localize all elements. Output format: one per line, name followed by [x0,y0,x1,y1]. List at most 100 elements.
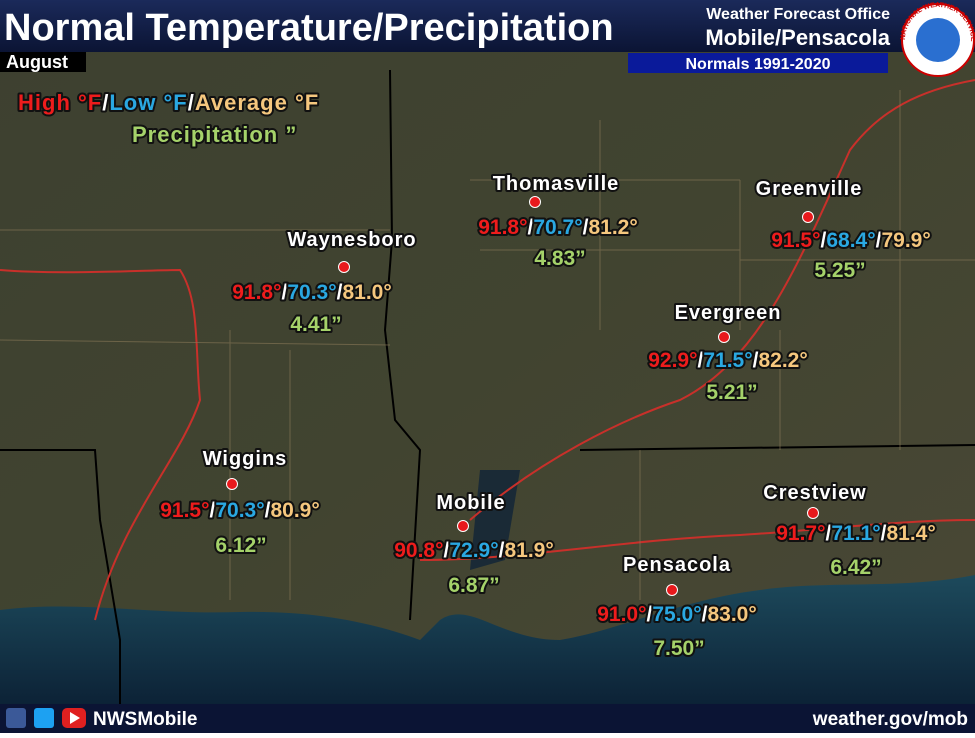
station-name: Crestview [763,482,867,504]
month: August [6,52,68,72]
station-name: Mobile [436,492,505,514]
station-temps: 91.5°/70.3°/80.9° [160,499,320,522]
separator: / [647,603,653,626]
average: 82.2° [758,349,807,372]
separator: / [702,603,708,626]
highways [0,79,975,621]
separator: / [876,229,882,252]
high: 91.8° [478,216,527,239]
precipitation: 7.50” [653,637,704,660]
precipitation: 5.25” [814,259,865,282]
station-temps: 90.8°/72.9°/81.9° [394,539,554,562]
logo-inner [916,18,960,62]
station-temps: 91.8°/70.7°/81.2° [478,216,638,239]
low: 71.5° [703,349,752,372]
separator: / [265,499,271,522]
precipitation: 5.21” [706,381,757,404]
header-bar [0,0,975,52]
social-handle: NWSMobile [93,709,198,730]
facebook-icon[interactable] [6,708,26,728]
footer-url: weather.gov/mob [812,709,968,730]
low: 75.0° [652,603,701,626]
station-dot [226,478,238,490]
station-dot [457,520,469,532]
office-line1: Weather Forecast Office [706,6,890,23]
low: 70.7° [533,216,582,239]
high: 91.8° [232,281,281,304]
station-temps: 91.0°/75.0°/83.0° [597,603,757,626]
legend-precip: Precipitation ” [132,122,297,147]
high: 91.5° [771,229,820,252]
title: Normal Temperature/Precipitation [4,7,614,49]
county-lines [0,90,975,600]
station: Thomasville 91.8°/70.7°/81.2° 4.83” [476,171,640,272]
station-name: Pensacola [623,554,731,576]
station-dot [666,584,678,596]
normals-band [628,53,888,73]
legend-low: Low °F [109,90,187,115]
precipitation: 6.42” [830,556,881,579]
office-line2: Mobile/Pensacola [705,25,890,50]
stations: Thomasville91.8°/70.7°/81.2°4.83”Greenvi… [158,171,938,662]
month-band [0,52,86,72]
separator: / [282,281,288,304]
precipitation: 6.87” [448,574,499,597]
station-name: Thomasville [493,173,620,195]
precipitation: 4.41” [290,313,341,336]
station-dot [529,196,541,208]
low: 71.1° [831,522,880,545]
state-lines [0,69,975,705]
legend-average: Average °F [195,90,319,115]
high: 91.5° [160,499,209,522]
station-name: Evergreen [675,302,782,324]
station-dot [338,261,350,273]
station-temps: 91.5°/68.4°/79.9° [771,229,931,252]
station-temps: 92.9°/71.5°/82.2° [648,349,808,372]
precipitation: 6.12” [215,534,266,557]
station-dot [807,507,819,519]
average: 81.4° [886,522,935,545]
station-dot [802,211,814,223]
legend-high: High °F [18,90,102,115]
station-name: Waynesboro [287,229,416,251]
legend-temps: High °F/Low °F/Average °F [18,90,319,115]
separator: / [444,539,450,562]
legend-sep: / [188,90,195,115]
high: 92.9° [648,349,697,372]
station-name: Wiggins [203,448,288,470]
high: 91.7° [776,522,825,545]
average: 81.9° [504,539,553,562]
low: 68.4° [826,229,875,252]
separator: / [337,281,343,304]
footer-bar [0,704,975,733]
twitter-icon[interactable] [34,708,54,728]
separator: / [499,539,505,562]
high: 90.8° [394,539,443,562]
separator: / [753,349,759,372]
high: 91.0° [597,603,646,626]
separator: / [210,499,216,522]
mobile-bay [470,470,520,570]
separator: / [826,522,832,545]
separator: / [821,229,827,252]
station: Waynesboro 91.8°/70.3°/81.0° 4.41” [230,227,417,338]
low: 70.3° [215,499,264,522]
low: 70.3° [287,281,336,304]
separator: / [698,349,704,372]
average: 79.9° [881,229,930,252]
separator: / [881,522,887,545]
station-dot [718,331,730,343]
average: 80.9° [270,499,319,522]
average: 81.2° [588,216,637,239]
precipitation: 4.83” [534,247,585,270]
youtube-play [70,712,80,724]
station-temps: 91.8°/70.3°/81.0° [232,281,392,304]
low: 72.9° [449,539,498,562]
station: Pensacola 91.0°/75.0°/83.0° 7.50” [595,552,759,662]
